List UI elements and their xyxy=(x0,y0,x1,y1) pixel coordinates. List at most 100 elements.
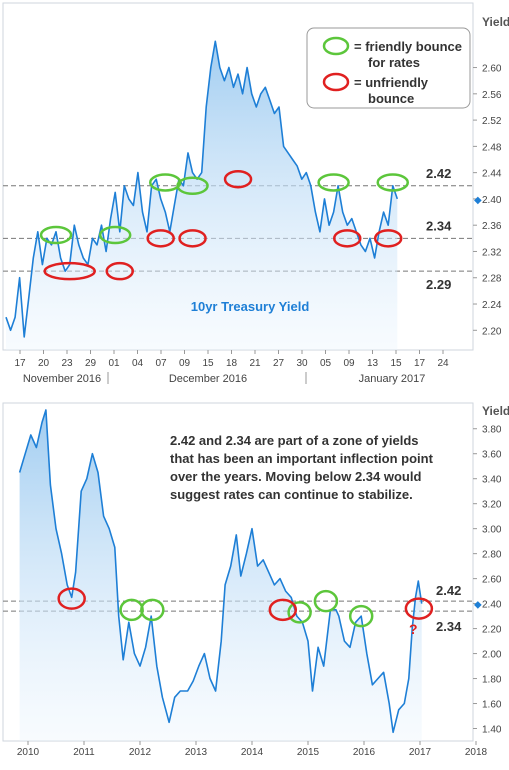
x-tick-label: 2013 xyxy=(185,747,208,758)
y-tick-label: 2.36 xyxy=(482,221,502,232)
y-tick-label: 2.40 xyxy=(482,195,502,206)
x-tick-label: 09 xyxy=(343,358,355,369)
y-tick-label: 3.60 xyxy=(482,450,502,461)
x-tick-label: 23 xyxy=(61,358,73,369)
y-tick-label: 2.60 xyxy=(482,64,502,75)
reference-line-label: 2.34 xyxy=(436,619,462,634)
x-tick-label: 24 xyxy=(437,358,449,369)
x-tick-label: 05 xyxy=(320,358,332,369)
legend-friendly-label-1: = friendly bounce xyxy=(354,39,462,54)
x-tick-label: 17 xyxy=(414,358,426,369)
reference-line-label: 2.42 xyxy=(436,583,461,598)
y-axis-label: Yield xyxy=(482,404,509,418)
friendly-bounce-marker xyxy=(376,173,409,192)
y-tick-label: 2.32 xyxy=(482,247,502,258)
x-tick-label: 18 xyxy=(226,358,238,369)
x-month-label: January 2017 xyxy=(359,373,426,385)
unfriendly-bounce-marker xyxy=(178,229,207,248)
series-fill xyxy=(6,41,398,351)
note-line-3: over the years. Moving below 2.34 would xyxy=(170,469,421,484)
friendly-bounce-marker xyxy=(348,604,374,628)
current-value-marker: ◆ xyxy=(474,600,482,611)
unfriendly-bounce-marker xyxy=(43,261,96,281)
series-area xyxy=(18,409,423,741)
y-tick-label: 2.28 xyxy=(482,274,502,285)
friendly-bounce-marker xyxy=(39,225,73,245)
x-tick-label: 2017 xyxy=(409,747,432,758)
bounce-annotations xyxy=(57,587,434,628)
x-tick-label: 29 xyxy=(85,358,97,369)
y-tick-label: 2.24 xyxy=(482,300,502,311)
series-area xyxy=(5,40,399,351)
y-tick-label: 2.60 xyxy=(482,575,502,586)
y-tick-label: 1.60 xyxy=(482,700,502,711)
y-tick-label: 2.44 xyxy=(482,169,502,180)
unfriendly-bounce-marker xyxy=(373,229,403,248)
question-mark: ? xyxy=(409,621,418,637)
unfriendly-bounce-marker xyxy=(333,229,362,248)
x-tick-label: 2011 xyxy=(73,747,95,758)
bounce-annotations xyxy=(39,169,409,281)
y-tick-label: 2.48 xyxy=(482,142,502,153)
x-tick-label: 21 xyxy=(249,358,261,369)
unfriendly-bounce-marker xyxy=(146,229,175,248)
current-value-marker: ◆ xyxy=(474,195,482,206)
unfriendly-bounce-marker xyxy=(105,261,134,281)
reference-line-label: 2.42 xyxy=(426,166,451,181)
x-tick-label: 30 xyxy=(296,358,308,369)
y-tick-label: 2.20 xyxy=(482,625,502,636)
legend-unfriendly-symbol xyxy=(322,72,350,92)
x-tick-label: 20 xyxy=(38,358,50,369)
x-tick-label: 2018 xyxy=(465,747,488,758)
unfriendly-bounce-marker xyxy=(268,598,298,622)
note-line-2: that has been an important inflection po… xyxy=(170,451,434,466)
x-tick-label: 2012 xyxy=(129,747,152,758)
y-tick-label: 1.40 xyxy=(482,725,502,736)
chart-title-note: 10yr Treasury Yield xyxy=(191,299,310,314)
x-tick-label: 15 xyxy=(390,358,402,369)
unfriendly-bounce-marker xyxy=(404,597,434,620)
y-tick-label: 3.20 xyxy=(482,500,502,511)
x-tick-label: 04 xyxy=(132,358,144,369)
x-tick-label: 15 xyxy=(202,358,214,369)
friendly-bounce-marker xyxy=(140,598,165,622)
x-tick-labels: 17 20 23 29 01 04 07 09 15 18 21 27 30 05 09 13 15 17 24 xyxy=(14,350,449,369)
top-chart: Yield 2.422.342.29 2.202.242.282.322.362… xyxy=(2,2,509,385)
friendly-bounce-marker xyxy=(98,225,132,245)
unfriendly-bounce-marker xyxy=(57,587,86,610)
y-tick-label: 3.40 xyxy=(482,475,502,486)
legend-unfriendly-label-1: = unfriendly xyxy=(354,75,429,90)
x-tick-label: 17 xyxy=(14,358,26,369)
note-text: 2.42 and 2.34 are part of a zone of yiel… xyxy=(170,433,434,502)
y-tick-label: 3.80 xyxy=(482,425,502,436)
legend-friendly-label-2: for rates xyxy=(368,55,420,70)
y-tick-label: 2.40 xyxy=(482,600,502,611)
x-tick-label: 2014 xyxy=(241,747,264,758)
x-month-labels: November 2016 December 2016 January 2017 xyxy=(23,372,425,385)
y-tick-label: 2.80 xyxy=(482,550,502,561)
x-tick-label: 2016 xyxy=(353,747,376,758)
series-line xyxy=(5,40,399,338)
y-tick-label: 2.52 xyxy=(482,116,502,127)
x-tick-label: 2010 xyxy=(17,747,40,758)
x-tick-label: 27 xyxy=(273,358,285,369)
y-tick-label: 2.00 xyxy=(482,650,502,661)
x-tick-label: 07 xyxy=(155,358,167,369)
y-tick-label: 3.00 xyxy=(482,525,502,536)
legend: = friendly bounce for rates = unfriendly… xyxy=(306,27,471,109)
x-tick-label: 01 xyxy=(108,358,120,369)
series-line xyxy=(18,409,423,734)
friendly-bounce-marker xyxy=(317,173,350,192)
friendly-bounce-marker xyxy=(287,601,312,624)
y-tick-label: 2.20 xyxy=(482,326,502,337)
x-tick-labels: 2010 2011 2012 2013 2014 2015 2016 2017 2018 xyxy=(17,741,488,758)
reference-line-label: 2.34 xyxy=(426,218,452,233)
x-month-label: December 2016 xyxy=(169,373,247,385)
legend-friendly-symbol xyxy=(322,36,350,56)
x-tick-label: 09 xyxy=(179,358,191,369)
friendly-bounce-marker xyxy=(119,598,144,622)
legend-unfriendly-label-2: bounce xyxy=(368,91,414,106)
friendly-bounce-marker xyxy=(176,176,209,196)
friendly-bounce-marker xyxy=(313,589,339,613)
bottom-chart: Yield 2.42 2.34 1.40 1.60 1.80 2.00 2.20 2.40 2… xyxy=(2,402,509,758)
